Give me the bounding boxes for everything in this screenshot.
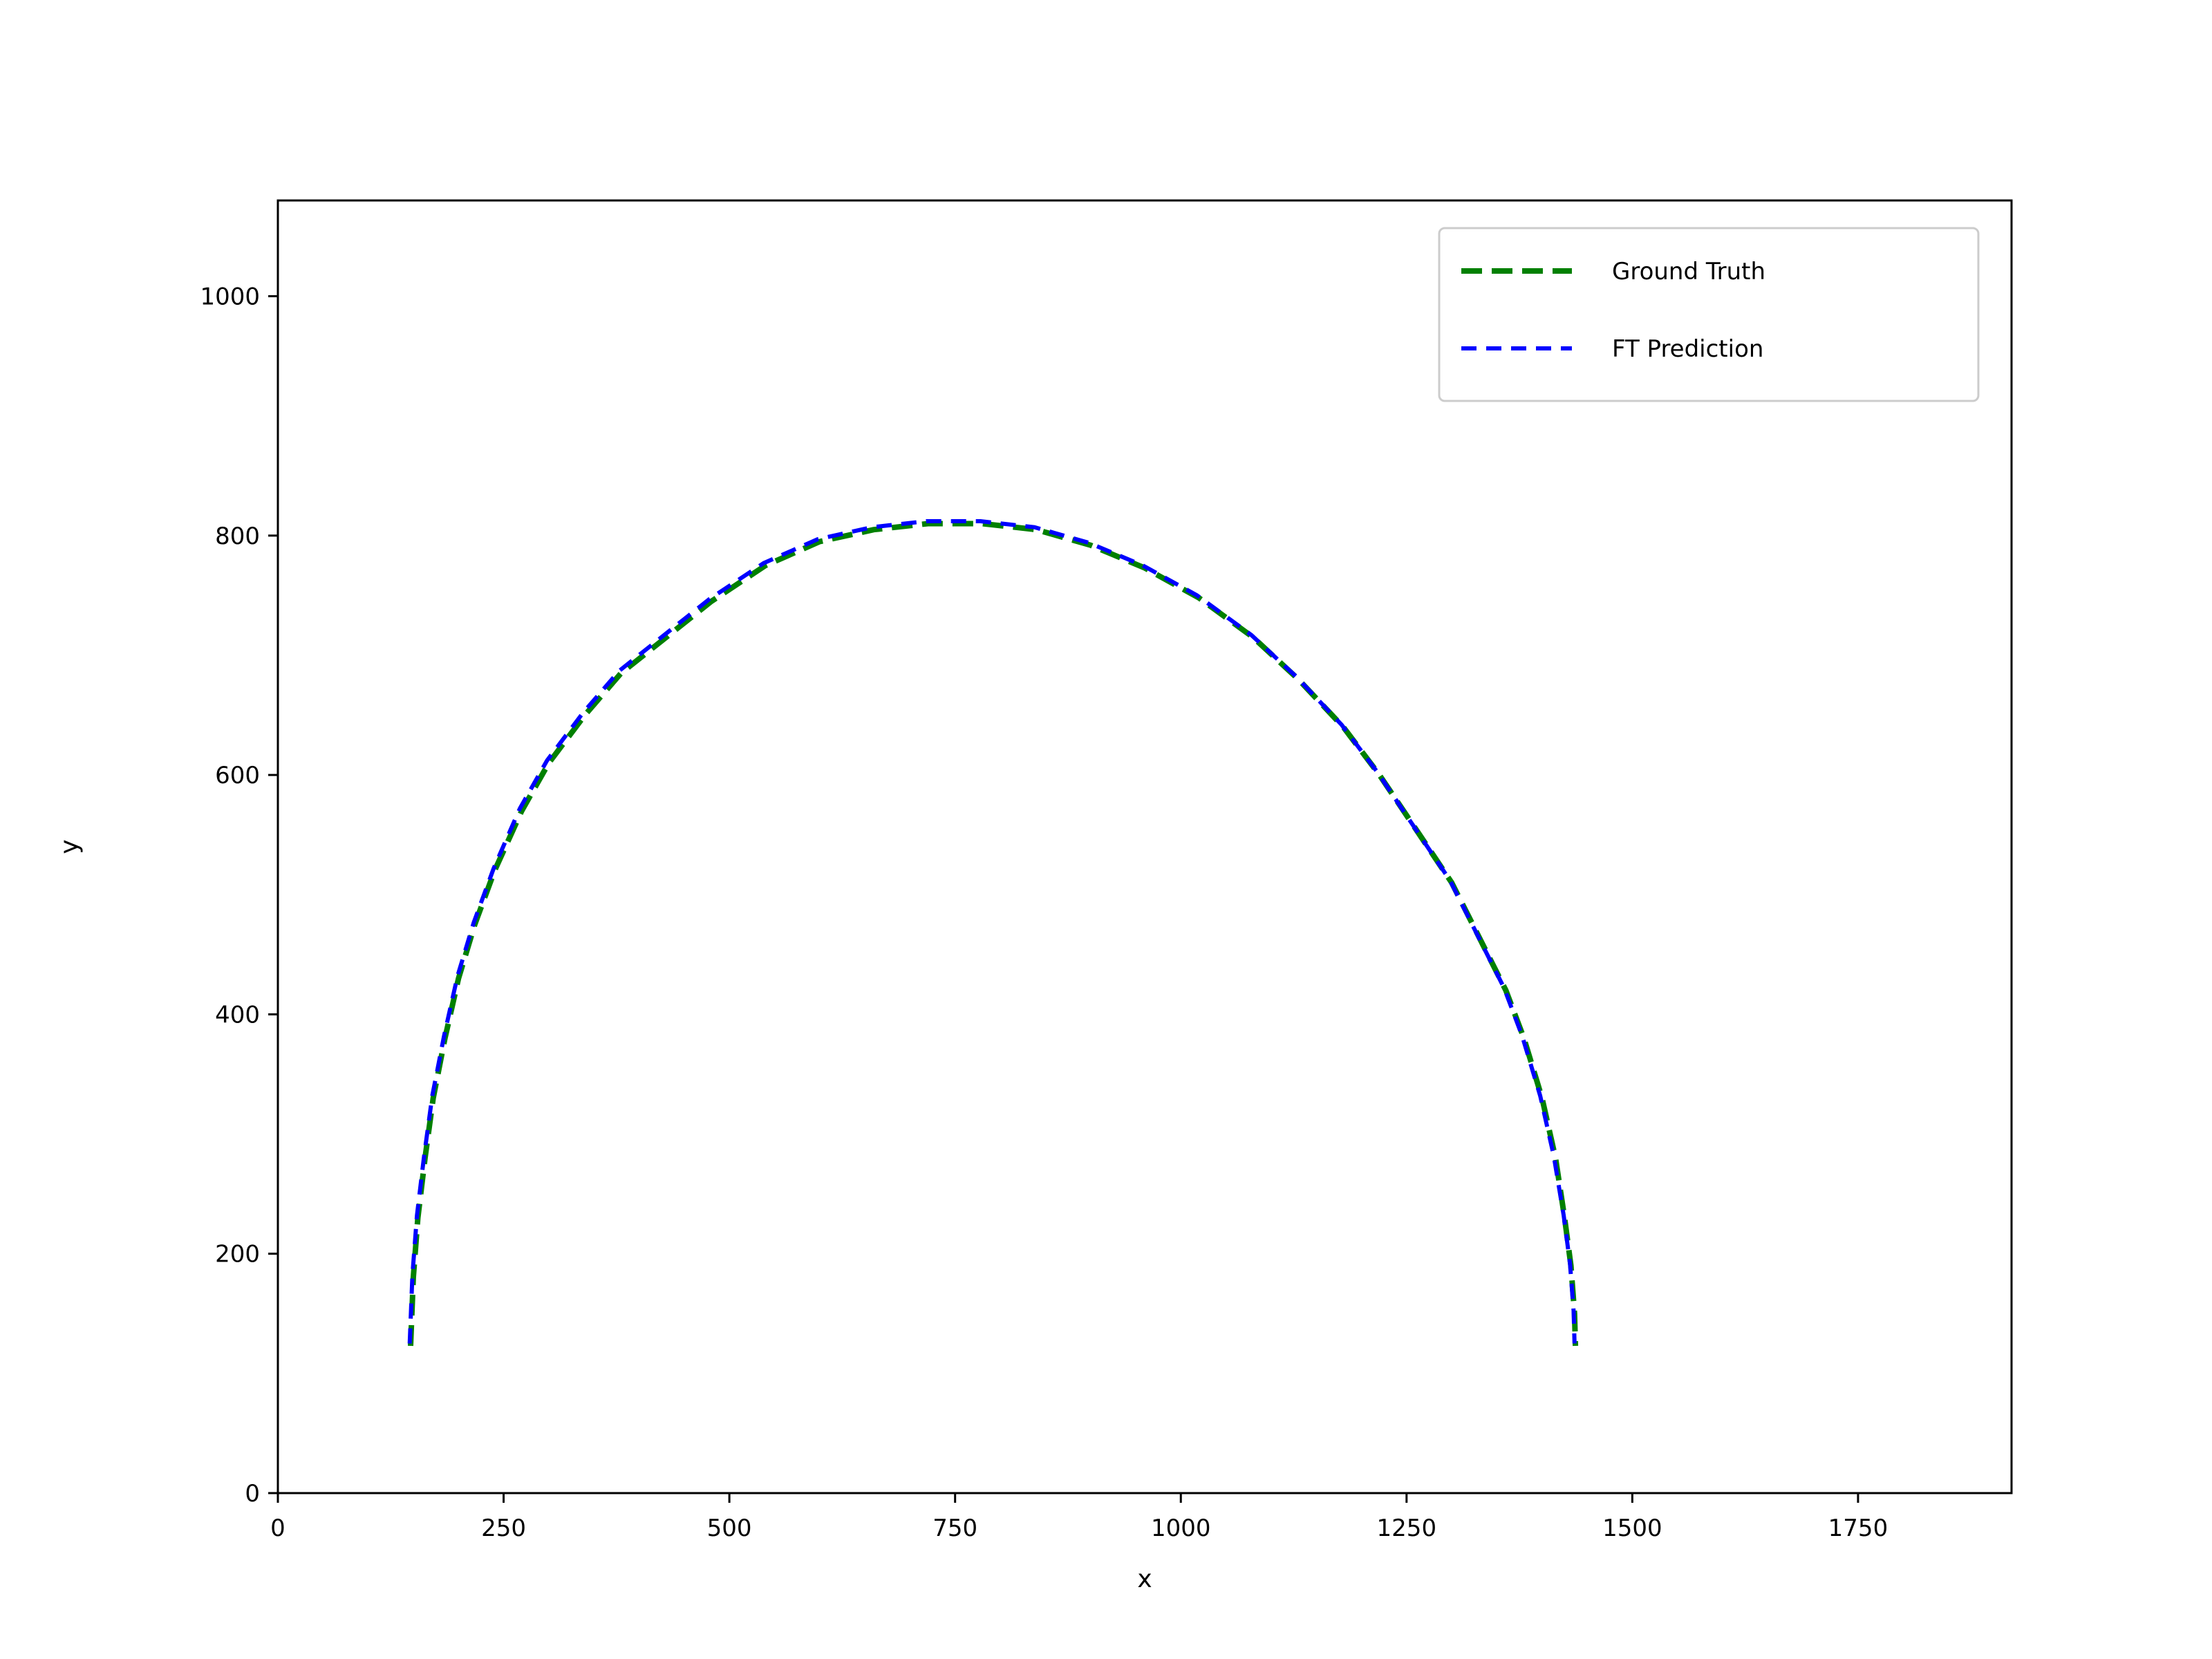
x-tick-label: 0 (270, 1515, 285, 1542)
x-tick-label: 1000 (1151, 1515, 1211, 1542)
y-tick-label: 0 (245, 1480, 260, 1508)
x-tick-label: 1750 (1828, 1515, 1888, 1542)
x-tick-label: 1250 (1377, 1515, 1437, 1542)
x-tick-label: 1500 (1602, 1515, 1662, 1542)
series-line-2 (407, 519, 1577, 1344)
x-axis-label: x (1137, 1565, 1152, 1593)
y-tick-label: 800 (215, 523, 260, 550)
y-axis-label: y (55, 839, 84, 854)
y-tick-label: 1000 (200, 283, 260, 311)
y-tick-label: 400 (215, 1001, 260, 1029)
legend-box (1438, 227, 1980, 402)
x-tick-label: 750 (932, 1515, 977, 1542)
y-tick-label: 600 (215, 762, 260, 789)
ticks-layer: 0 250 500 750 1000 1250 1500 1750 0 200 400 600 800 1… (200, 283, 1888, 1542)
legend: Ground Truth FT Prediction (1438, 227, 1980, 402)
legend-label-1: Ground Truth (1612, 258, 1765, 285)
series-layer (407, 519, 1579, 1347)
plot-frame (276, 199, 2013, 1494)
x-tick-label: 250 (481, 1515, 526, 1542)
y-tick-label: 200 (215, 1241, 260, 1268)
legend-label-2: FT Prediction (1612, 335, 1763, 363)
x-tick-label: 500 (707, 1515, 752, 1542)
